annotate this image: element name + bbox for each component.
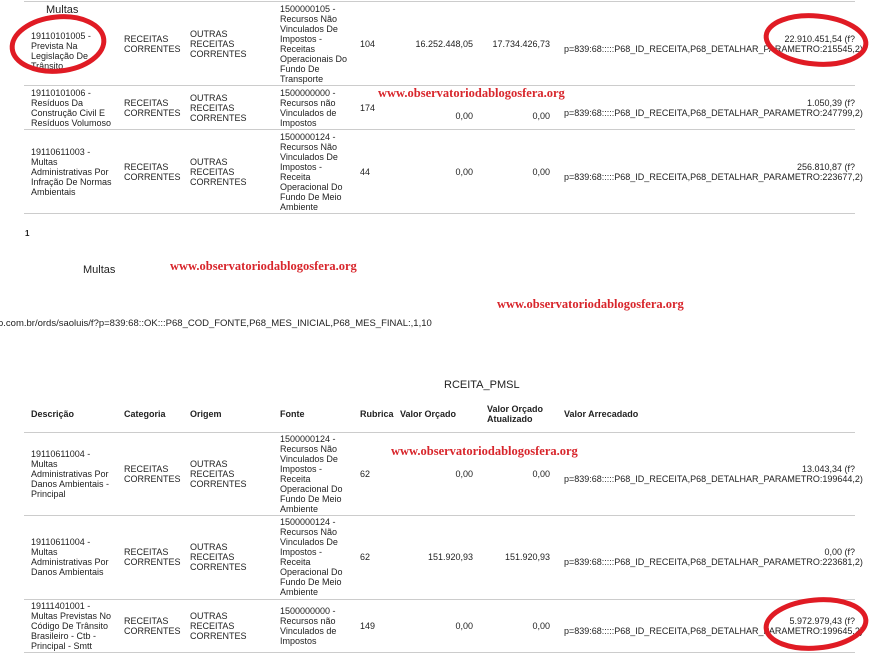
cell-rubrica: 104 (353, 1, 393, 86)
cell-descricao: 19110611004 - Multas Administrativas Por… (24, 431, 117, 515)
table-row: 19110611004 - Multas Administrativas Por… (24, 514, 863, 599)
header-valor-orcado[interactable]: Valor Orçado (400, 408, 457, 419)
cell-origem: OUTRAS RECEITAS CORRENTES (183, 1, 273, 86)
cell-valor-atualizado: 0,00 (480, 85, 557, 130)
cell-valor-atualizado: 17.734.426,73 (480, 1, 557, 86)
cell-categoria: RECEITAS CORRENTES (117, 1, 183, 86)
cell-valor-arrecadado: 256.810,87 (f? p=839:68:::::P68_ID_RECEIT… (557, 129, 863, 214)
header-categoria[interactable]: Categoria (124, 408, 166, 419)
watermark: www.observatoriodablogosfera.org (378, 86, 565, 100)
cell-descricao: 19110611003 - Multas Administrativas Por… (24, 129, 117, 214)
detail-link[interactable]: p=839:68:::::P68_ID_RECEITA,P68_DETALHAR… (564, 171, 863, 182)
table-row: 19110611003 - Multas Administrativas Por… (24, 129, 863, 214)
table-header-row: Descrição Categoria Origem Fonte Rubrica… (24, 400, 855, 432)
detail-link[interactable]: p=839:68:::::P68_ID_RECEITA,P68_DETALHAR… (564, 557, 863, 567)
cell-valor-orcado: 0,00 (393, 85, 480, 130)
cell-valor-atualizado: 0,00 (480, 598, 557, 653)
receitas-table-1: 19110101005 - Prevista Na Legislação De … (24, 1, 863, 214)
header-descricao[interactable]: Descrição (31, 408, 75, 419)
valor-arrecadado-value[interactable]: 5.972.979,43 (f? (789, 615, 855, 626)
cell-categoria: RECEITAS CORRENTES (117, 129, 183, 214)
valor-arrecadado-value[interactable]: 0,00 (f? (824, 547, 855, 557)
cell-origem: OUTRAS RECEITAS CORRENTES (183, 431, 273, 515)
cell-valor-arrecadado: 13.043,34 (f? p=839:68:::::P68_ID_RECEITA… (557, 431, 863, 515)
detail-link[interactable]: p=839:68:::::P68_ID_RECEITA,P68_DETALHAR… (564, 107, 863, 118)
header-valor-orcado-atualizado[interactable]: Valor Orçado Atualizado (487, 403, 544, 424)
cell-fonte: 1500000000 - Recursos não Vinculados de … (273, 598, 353, 653)
table-row: 19110101005 - Prevista Na Legislação De … (24, 1, 863, 86)
cell-categoria: RECEITAS CORRENTES (117, 85, 183, 130)
table-row: 19111401001 - Multas Previstas No Código… (24, 598, 863, 653)
overlay-label: Multas (46, 4, 79, 16)
cell-valor-orcado: 151.920,93 (393, 514, 480, 599)
cell-descricao: 19111401001 - Multas Previstas No Código… (24, 598, 117, 653)
cell-origem: OUTRAS RECEITAS CORRENTES (183, 129, 273, 214)
cell-origem: OUTRAS RECEITAS CORRENTES (183, 598, 273, 653)
cell-fonte: 1500000105 - Recursos Não Vinculados De … (273, 1, 353, 86)
detail-link[interactable]: p=839:68:::::P68_ID_RECEITA,P68_DETALHAR… (564, 625, 863, 636)
valor-arrecadado-value[interactable]: 22.910.451,54 (f? (784, 33, 855, 44)
watermark: www.observatoriodablogosfera.org (170, 259, 357, 273)
receitas-table-2: Descrição Categoria Origem Fonte Rubrica… (24, 400, 863, 653)
cell-rubrica: 62 (353, 431, 393, 515)
header-fonte[interactable]: Fonte (280, 408, 305, 419)
section-label: Multas (83, 264, 116, 276)
watermark: www.observatoriodablogosfera.org (391, 444, 578, 458)
cell-rubrica: 174 (353, 85, 393, 130)
table-row: 19110101006 - Resíduos Da Construção Civ… (24, 85, 863, 130)
cell-valor-orcado: 0,00 (393, 598, 480, 653)
cell-valor-orcado: 0,00 (393, 129, 480, 214)
detail-link[interactable]: p=839:68:::::P68_ID_RECEITA,P68_DETALHAR… (564, 43, 863, 54)
cell-valor-atualizado: 0,00 (480, 129, 557, 214)
url-text: o.com.br/ords/saoluis/f?p=839:68::OK:::P… (0, 318, 432, 329)
table-title: RCEITA_PMSL (444, 379, 520, 391)
watermark: www.observatoriodablogosfera.org (497, 297, 684, 311)
valor-arrecadado-value[interactable]: 256.810,87 (f? (796, 161, 855, 172)
cell-fonte: 1500000124 - Recursos Não Vinculados De … (273, 514, 353, 599)
cell-rubrica: 62 (353, 514, 393, 599)
valor-arrecadado-value[interactable]: 1.050,39 (f? (806, 97, 855, 108)
cell-origem: OUTRAS RECEITAS CORRENTES (183, 514, 273, 599)
cell-fonte: 1500000124 - Recursos Não Vinculados De … (273, 129, 353, 214)
header-valor-arrecadado[interactable]: Valor Arrecadado (564, 408, 639, 419)
page-number[interactable]: 1 (25, 229, 30, 238)
cell-descricao: 19110101006 - Resíduos Da Construção Civ… (24, 85, 117, 130)
header-origem[interactable]: Origem (190, 408, 222, 419)
cell-rubrica: 44 (353, 129, 393, 214)
cell-valor-arrecadado: 22.910.451,54 (f? p=839:68:::::P68_ID_REC… (557, 1, 863, 86)
cell-valor-arrecadado: 1.050,39 (f? p=839:68:::::P68_ID_RECEITA,… (557, 85, 863, 130)
cell-valor-arrecadado: 0,00 (f? p=839:68:::::P68_ID_RECEITA,P68_… (557, 514, 863, 599)
cell-valor-atualizado: 151.920,93 (480, 514, 557, 599)
cell-fonte: 1500000124 - Recursos Não Vinculados De … (273, 431, 353, 515)
cell-fonte: 1500000000 - Recursos não Vinculados de … (273, 85, 353, 130)
cell-valor-orcado: 16.252.448,05 (393, 1, 480, 86)
cell-categoria: RECEITAS CORRENTES (117, 514, 183, 599)
header-rubrica[interactable]: Rubrica (360, 408, 394, 419)
table-row: 19110611004 - Multas Administrativas Por… (24, 431, 863, 515)
cell-rubrica: 149 (353, 598, 393, 653)
cell-origem: OUTRAS RECEITAS CORRENTES (183, 85, 273, 130)
cell-valor-atualizado: 0,00 (480, 431, 557, 515)
cell-categoria: RECEITAS CORRENTES (117, 431, 183, 515)
cell-valor-arrecadado: 5.972.979,43 (f? p=839:68:::::P68_ID_RECE… (557, 598, 863, 653)
valor-arrecadado-value[interactable]: 13.043,34 (f? (801, 463, 855, 474)
cell-descricao: 19110611004 - Multas Administrativas Por… (24, 514, 117, 599)
cell-valor-orcado: 0,00 (393, 431, 480, 515)
cell-categoria: RECEITAS CORRENTES (117, 598, 183, 653)
detail-link[interactable]: p=839:68:::::P68_ID_RECEITA,P68_DETALHAR… (564, 473, 863, 484)
